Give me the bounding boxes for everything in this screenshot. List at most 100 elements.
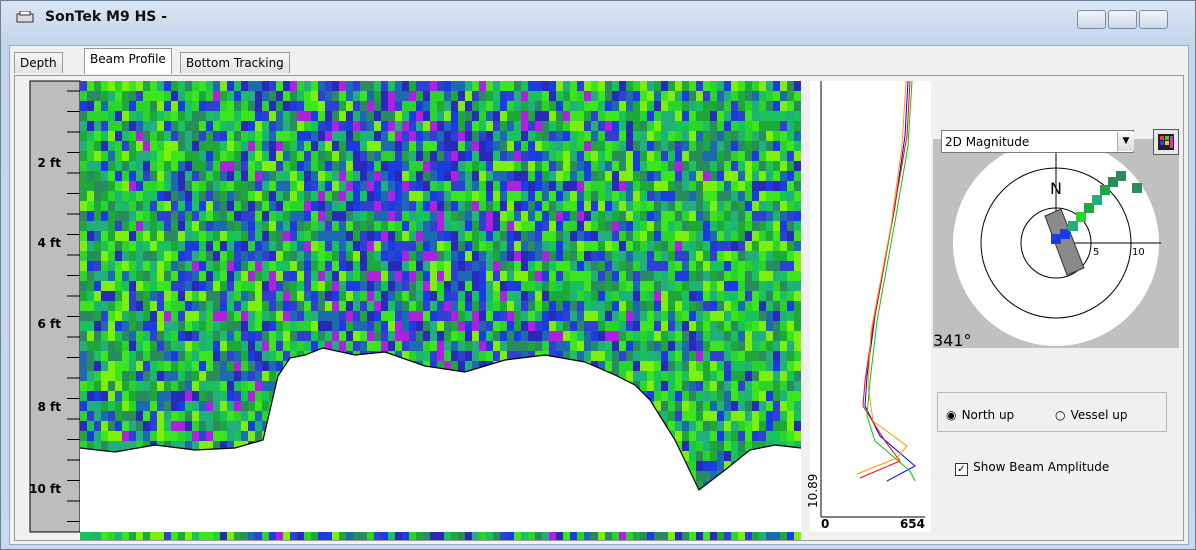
heatmap-cell (101, 351, 108, 361)
heatmap-cell (416, 271, 423, 281)
heatmap-cell (381, 171, 388, 181)
heatmap-cell (255, 371, 262, 381)
palette-button[interactable] (1153, 129, 1179, 155)
heatmap-cell (101, 171, 108, 181)
heatmap-cell (682, 421, 689, 431)
heatmap-cell (668, 331, 675, 341)
heatmap-cell (108, 211, 115, 221)
radio-vessel-up[interactable]: ○ Vessel up (1055, 404, 1128, 423)
heatmap-cell (500, 341, 507, 351)
heatmap-cell (402, 151, 409, 161)
heatmap-cell (598, 201, 605, 211)
heatmap-cell (633, 301, 640, 311)
heatmap-cell (395, 131, 402, 141)
heatmap-cell (255, 241, 262, 251)
minimize-button[interactable] (1077, 10, 1106, 29)
heatmap-cell (535, 161, 542, 171)
mode-dropdown[interactable]: 2D Magnitude (941, 130, 1134, 153)
heatmap-cell (360, 101, 367, 111)
heatmap-cell (262, 111, 269, 121)
heatmap-cell (738, 231, 745, 241)
heatmap-cell (556, 261, 563, 271)
heatmap-cell (416, 311, 423, 321)
heatmap-cell (689, 91, 696, 101)
heatmap-cell (773, 81, 780, 91)
heatmap-cell (535, 251, 542, 261)
heatmap-cell (318, 91, 325, 101)
heatmap-cell (605, 271, 612, 281)
heatmap-cell (759, 171, 766, 181)
heatmap-cell (423, 331, 430, 341)
heatmap-cell (234, 161, 241, 171)
heatmap-cell (129, 301, 136, 311)
heatmap-cell (150, 211, 157, 221)
heatmap-cell (724, 241, 731, 251)
heatmap-cell (493, 281, 500, 291)
heatmap-cell (458, 81, 465, 91)
heatmap-cell (605, 161, 612, 171)
heatmap-cell (563, 261, 570, 271)
maximize-button[interactable] (1108, 10, 1137, 29)
heatmap-cell (108, 431, 115, 441)
heatmap-cell (787, 161, 794, 171)
heatmap-cell (402, 281, 409, 291)
heatmap-cell (325, 201, 332, 211)
heatmap-cell (563, 221, 570, 231)
heatmap-cell (122, 351, 129, 361)
beam-amplitude-checkbox[interactable]: ✓ Show Beam Amplitude (955, 456, 1109, 476)
heatmap-cell (535, 121, 542, 131)
heatmap-cell (199, 241, 206, 251)
heatmap-cell (241, 231, 248, 241)
heatmap-cell (108, 311, 115, 321)
heatmap-cell (605, 201, 612, 211)
dropdown-arrow[interactable]: ▼ (1117, 132, 1134, 151)
heatmap-cell (304, 201, 311, 211)
heatmap-cell (444, 201, 451, 211)
heatmap-cell (234, 231, 241, 241)
heatmap-cell (80, 211, 87, 221)
heatmap-cell (367, 281, 374, 291)
heatmap-cell (87, 381, 94, 391)
radio-north-up[interactable]: ◉ North up (946, 404, 1014, 423)
heatmap-cell (696, 471, 703, 481)
tab[interactable]: Depth (14, 52, 63, 73)
heatmap-cell (164, 311, 171, 321)
heatmap-cell (416, 281, 423, 291)
heatmap-cell (122, 391, 129, 401)
heatmap-cell (787, 421, 794, 431)
heatmap-cell (668, 371, 675, 381)
heatmap-cell (416, 211, 423, 221)
heatmap-cell (661, 241, 668, 251)
heatmap-cell (234, 281, 241, 291)
heatmap-cell (339, 331, 346, 341)
tab[interactable]: Bottom Tracking (180, 52, 290, 73)
heatmap-cell (521, 171, 528, 181)
radio-label: North up (962, 408, 1015, 422)
tab[interactable]: Beam Profile (84, 48, 172, 74)
heatmap-cell (346, 131, 353, 141)
heatmap-cell (493, 231, 500, 241)
heatmap-cell (234, 311, 241, 321)
heatmap-cell (248, 321, 255, 331)
heatmap-cell (465, 531, 472, 540)
heatmap-cell (598, 171, 605, 181)
heatmap-cell (507, 291, 514, 301)
heatmap-cell (122, 81, 129, 91)
heatmap-cell (493, 141, 500, 151)
heatmap-cell (101, 211, 108, 221)
heatmap-cell (472, 531, 479, 540)
heatmap-cell (745, 91, 752, 101)
heatmap-cell (206, 271, 213, 281)
heatmap-cell (227, 381, 234, 391)
heatmap-cell (87, 191, 94, 201)
heatmap-cell (409, 351, 416, 361)
heatmap-cell (353, 301, 360, 311)
heatmap-cell (402, 201, 409, 211)
heatmap-cell (234, 201, 241, 211)
heatmap-cell (682, 531, 689, 540)
heatmap-cell (493, 81, 500, 91)
close-button[interactable] (1139, 10, 1168, 29)
heatmap-cell (318, 231, 325, 241)
heatmap-cell (535, 271, 542, 281)
heatmap-cell (108, 261, 115, 271)
